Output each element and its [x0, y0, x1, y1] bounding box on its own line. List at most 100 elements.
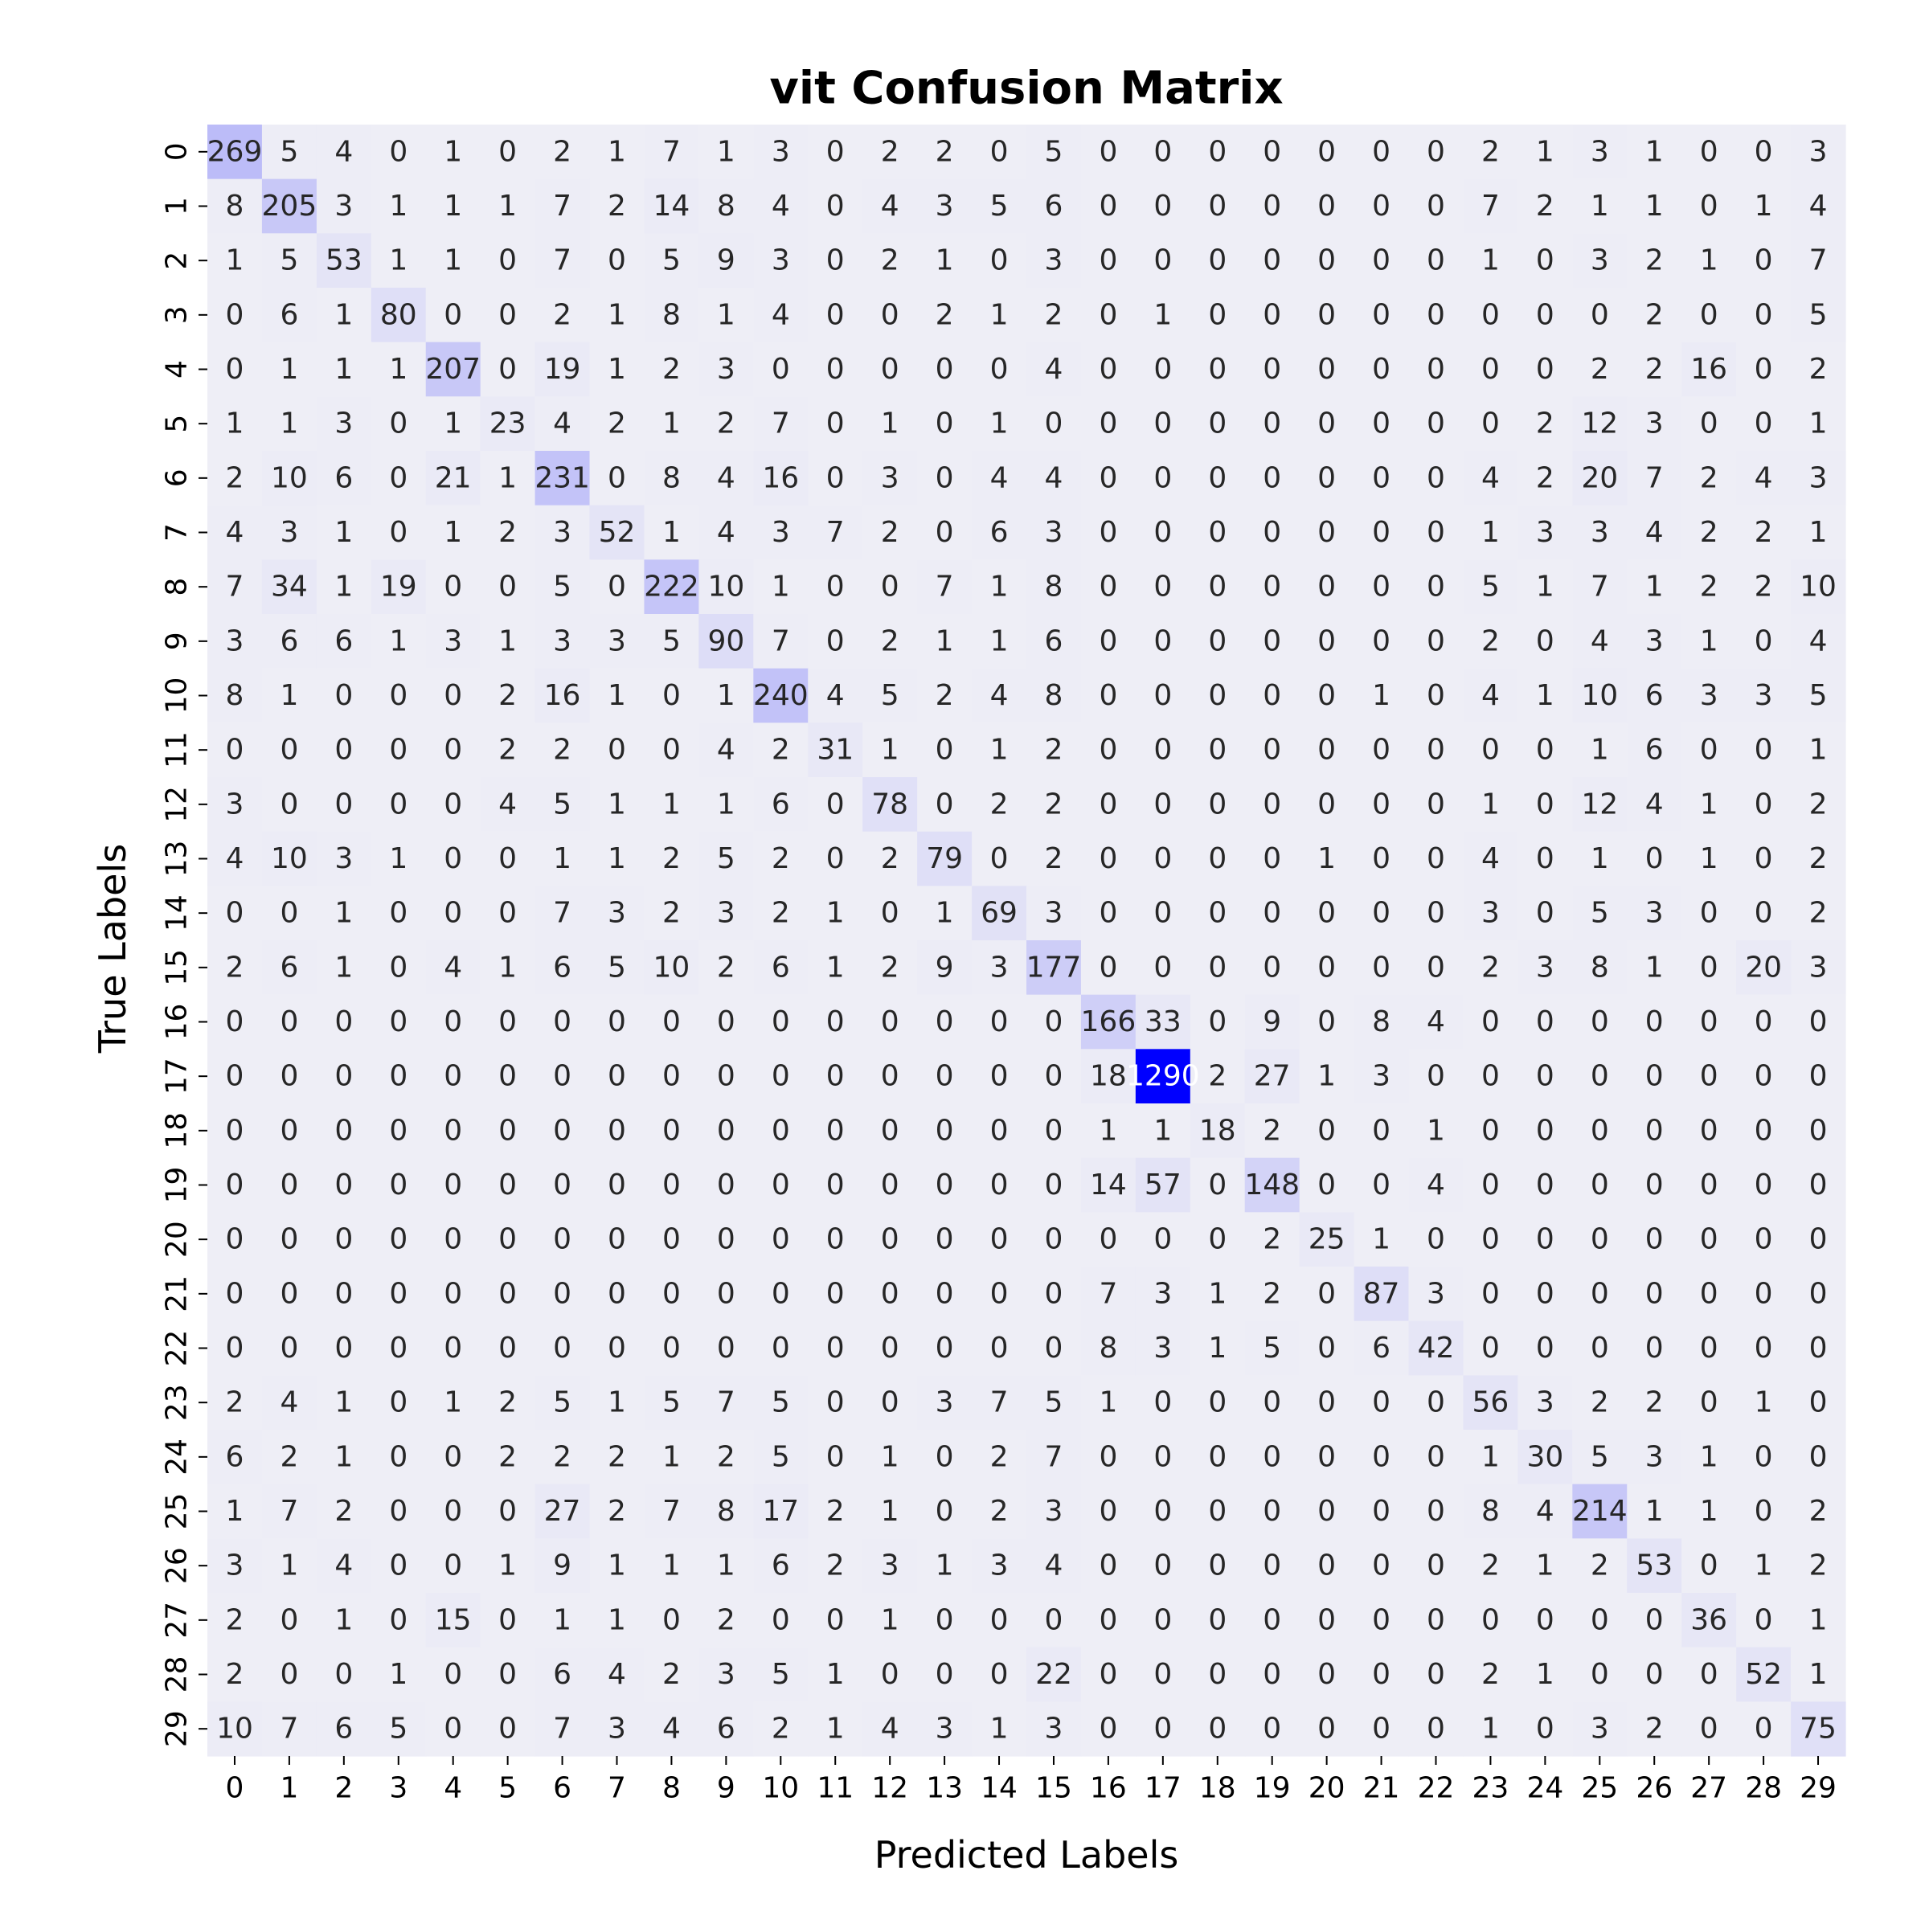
cell-value-label: 0	[1263, 842, 1281, 875]
heatmap-cell	[1190, 614, 1246, 669]
heatmap-cell	[1190, 668, 1246, 723]
cell-value-label: 0	[1263, 1386, 1281, 1419]
cell-value-label: 4	[444, 951, 462, 984]
heatmap-cell	[1354, 559, 1410, 615]
heatmap-cell	[808, 396, 863, 452]
heatmap-cell	[753, 559, 809, 615]
heatmap-cell	[1354, 886, 1410, 941]
heatmap-cell	[1463, 831, 1518, 886]
heatmap-cell	[425, 178, 481, 234]
cell-value-label: 5	[553, 1386, 571, 1419]
cell-value-label: 0	[1208, 897, 1227, 930]
cell-value-label: 0	[553, 1005, 571, 1038]
cell-value-label: 0	[1645, 842, 1664, 875]
heatmap-cell	[1299, 178, 1355, 234]
heatmap-cell	[698, 614, 754, 669]
cell-value-label: 0	[1755, 1223, 1773, 1256]
cell-value-label: 0	[1809, 1440, 1828, 1473]
cell-value-label: 4	[553, 407, 571, 440]
cell-value-label: 1	[772, 571, 790, 604]
cell-value-label: 0	[1591, 1658, 1609, 1691]
heatmap-cell	[644, 451, 699, 506]
cell-value-label: 0	[1099, 679, 1117, 712]
cell-value-label: 1	[990, 298, 1009, 331]
heatmap-cell	[207, 994, 263, 1050]
cell-value-label: 2	[226, 1603, 244, 1636]
cell-value-label: 69	[981, 897, 1018, 930]
heatmap-cell	[1572, 614, 1628, 669]
cell-value-label: 7	[936, 571, 954, 604]
y-tick-label: 14	[161, 894, 194, 931]
heatmap-cell	[1244, 994, 1300, 1050]
x-tick-label: 24	[1526, 1772, 1563, 1805]
cell-value-label: 3	[226, 788, 244, 821]
heatmap-cell	[480, 777, 536, 833]
cell-value-label: 0	[444, 1005, 462, 1038]
heatmap-cell	[1681, 831, 1737, 886]
heatmap-cell	[1627, 940, 1682, 996]
cell-value-label: 2	[1591, 1549, 1609, 1582]
cell-value-label: 27	[544, 1495, 581, 1528]
cell-value-label: 1	[826, 897, 845, 930]
cell-value-label: 0	[280, 1277, 298, 1310]
cell-value-label: 1	[444, 190, 462, 223]
heatmap-cell	[1791, 342, 1846, 397]
cell-value-label: 0	[1536, 1223, 1554, 1256]
cell-value-label: 1	[334, 951, 353, 984]
heatmap-cell	[698, 125, 754, 180]
cell-value-label: 0	[1372, 407, 1390, 440]
heatmap-cell	[1681, 451, 1737, 506]
heatmap-cell	[1517, 342, 1573, 397]
cell-value-label: 0	[936, 1332, 954, 1365]
heatmap-cell	[644, 342, 699, 397]
x-tick-label: 14	[981, 1772, 1018, 1805]
heatmap-cell	[1408, 1049, 1464, 1104]
cell-value-label: 23	[489, 407, 526, 440]
x-tick-label: 10	[762, 1772, 799, 1805]
heatmap-cell	[972, 668, 1027, 723]
cell-value-label: 2	[1481, 624, 1500, 657]
cell-value-label: 0	[1427, 734, 1445, 767]
heatmap-cell	[1681, 178, 1737, 234]
cell-value-label: 0	[444, 842, 462, 875]
heatmap-cell	[644, 831, 699, 886]
cell-value-label: 0	[1317, 1658, 1336, 1691]
heatmap-cell	[1190, 886, 1246, 941]
heatmap-cell	[1681, 668, 1737, 723]
heatmap-cell	[753, 178, 809, 234]
heatmap-cell	[644, 722, 699, 778]
heatmap-cell	[261, 1049, 317, 1104]
cell-value-label: 1	[936, 897, 954, 930]
cell-value-label: 0	[881, 1114, 899, 1147]
heatmap-cell	[207, 342, 263, 397]
heatmap-cell	[1135, 505, 1191, 560]
cell-value-label: 5	[772, 1658, 790, 1691]
cell-value-label: 3	[1045, 897, 1063, 930]
cell-value-label: 0	[553, 1060, 571, 1093]
heatmap-cell	[1791, 288, 1846, 343]
heatmap-cell	[1135, 994, 1191, 1050]
cell-value-label: 0	[334, 1277, 353, 1310]
cell-value-label: 0	[1153, 1440, 1172, 1473]
y-tick-label: 19	[161, 1167, 194, 1204]
cell-value-label: 5	[662, 624, 681, 657]
cell-value-label: 0	[1263, 679, 1281, 712]
heatmap-cell	[534, 178, 591, 234]
heatmap-cell	[589, 233, 645, 289]
cell-value-label: 0	[1153, 1495, 1172, 1528]
cell-value-label: 0	[444, 788, 462, 821]
heatmap-cell	[972, 1049, 1027, 1104]
cell-value-label: 3	[334, 190, 353, 223]
heatmap-cell	[644, 233, 699, 289]
cell-value-label: 0	[772, 1332, 790, 1365]
x-tick-label: 4	[444, 1772, 462, 1805]
cell-value-label: 3	[990, 951, 1009, 984]
heatmap-cell	[1463, 994, 1518, 1050]
cell-value-label: 0	[1208, 1603, 1227, 1636]
heatmap-cell	[1244, 1049, 1300, 1104]
cell-value-label: 14	[653, 190, 690, 223]
cell-value-label: 0	[1372, 461, 1390, 494]
heatmap-cell	[1517, 178, 1573, 234]
heatmap-cell	[261, 722, 317, 778]
